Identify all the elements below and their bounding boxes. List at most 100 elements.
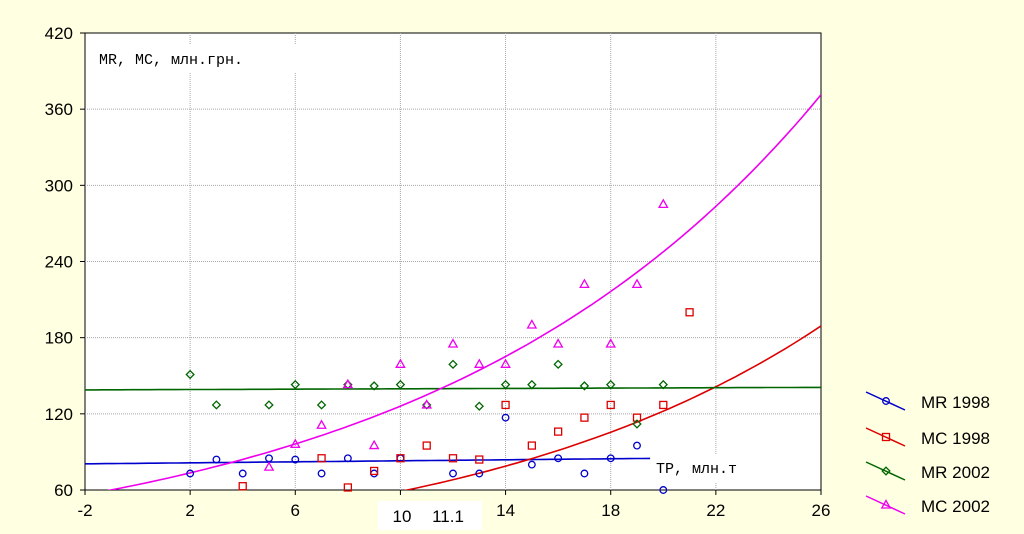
- data-point-square: [659, 400, 668, 410]
- data-point-circle: [317, 469, 326, 478]
- data-point-diamond: [658, 379, 669, 390]
- data-point-diamond: [369, 381, 379, 391]
- data-point-triangle: [605, 338, 617, 348]
- data-point-square: [527, 441, 537, 450]
- x-tick-label: 18: [601, 501, 620, 520]
- data-point-circle: [580, 469, 589, 478]
- x-title-box: [652, 454, 820, 482]
- data-point-diamond: [579, 381, 590, 391]
- x-mark-11-1: 11.1: [432, 507, 464, 526]
- x-tick-label: 26: [812, 501, 831, 520]
- data-point-circle: [238, 469, 247, 478]
- data-point-triangle: [316, 419, 327, 429]
- legend-swatch-marker: [881, 466, 891, 476]
- data-points: [185, 198, 694, 494]
- data-point-circle: [449, 469, 457, 478]
- data-point-square: [422, 441, 431, 450]
- y-axis-title: MR, MC, млн.грн.: [99, 52, 243, 69]
- legend-label: MC 1998: [921, 429, 990, 448]
- data-point-circle: [501, 413, 510, 422]
- data-point-triangle: [631, 278, 643, 289]
- data-point-square: [606, 400, 615, 410]
- y-tick-label: 300: [45, 176, 73, 195]
- data-point-diamond: [474, 401, 485, 411]
- data-point-circle: [343, 454, 352, 463]
- data-point-circle: [606, 454, 615, 463]
- legend-label: MR 1998: [921, 393, 990, 412]
- data-point-circle: [527, 460, 536, 469]
- data-point-square: [632, 413, 642, 422]
- data-point-square: [448, 454, 458, 463]
- data-point-diamond: [527, 379, 537, 390]
- x-tick-label: 22: [706, 501, 725, 520]
- data-point-square: [396, 454, 405, 463]
- x-tick-label: 2: [185, 501, 194, 520]
- data-point-square: [580, 413, 589, 422]
- x-tick-label: 6: [291, 501, 300, 520]
- data-point-circle: [633, 441, 641, 450]
- data-point-circle: [291, 455, 300, 464]
- grid: [85, 33, 821, 490]
- data-point-circle: [212, 455, 221, 464]
- data-point-circle: [475, 469, 484, 478]
- data-point-diamond: [448, 359, 458, 370]
- legend-swatch-line: [865, 495, 906, 515]
- data-point-square: [317, 454, 326, 463]
- legend-label: MC 2002: [921, 497, 990, 516]
- fit-line: [403, 325, 821, 490]
- data-point-square: [343, 483, 353, 492]
- data-point-triangle: [263, 461, 275, 471]
- data-point-square: [501, 400, 510, 410]
- data-point-diamond: [316, 400, 327, 410]
- data-point-triangle: [289, 438, 301, 448]
- data-point-square: [685, 308, 694, 317]
- fit-line: [85, 457, 651, 465]
- legend-swatch-marker: [882, 397, 890, 405]
- y-tick-label: 420: [45, 24, 73, 43]
- data-point-triangle: [342, 378, 354, 389]
- fit-line: [106, 94, 821, 490]
- data-point-triangle: [447, 338, 459, 348]
- data-point-diamond: [500, 379, 511, 390]
- data-point-circle: [186, 469, 195, 478]
- x-tick-label: 14: [496, 501, 515, 520]
- data-point-triangle: [552, 338, 564, 348]
- data-point-diamond: [185, 369, 195, 380]
- y-tick-label: 240: [45, 253, 73, 272]
- x-axis-title: TP, млн.т: [656, 461, 737, 478]
- x-mark-10: 10: [393, 507, 412, 526]
- data-point-diamond: [211, 400, 222, 410]
- legend-swatch-marker: [880, 499, 892, 509]
- data-point-diamond: [395, 379, 406, 390]
- y-title-box: [92, 44, 370, 72]
- legend-swatch-line: [865, 461, 906, 481]
- data-point-square: [553, 427, 563, 436]
- y-tick-label: 360: [45, 100, 73, 119]
- fit-line: [85, 386, 821, 391]
- data-point-diamond: [264, 400, 274, 410]
- data-point-triangle: [368, 439, 380, 450]
- data-point-triangle: [657, 198, 669, 209]
- data-point-circle: [554, 454, 563, 463]
- data-point-diamond: [632, 419, 642, 429]
- legend: MR 1998 MC 1998 MR 2002 MC 2002: [865, 391, 990, 516]
- fit-lines: [85, 94, 821, 490]
- data-point-triangle: [473, 358, 485, 368]
- data-point-diamond: [605, 379, 616, 390]
- data-point-triangle: [579, 278, 590, 289]
- data-point-circle: [659, 486, 668, 494]
- data-point-triangle: [526, 319, 538, 329]
- data-point-square: [238, 482, 247, 491]
- y-tick-label: 120: [45, 405, 73, 424]
- legend-label: MR 2002: [921, 463, 990, 482]
- legend-swatch-marker: [881, 432, 891, 442]
- data-point-triangle: [421, 399, 433, 409]
- x-mark-box: [378, 501, 482, 530]
- data-point-triangle: [500, 358, 511, 368]
- legend-swatch-line: [865, 391, 906, 411]
- legend-swatch-line: [865, 427, 906, 447]
- data-point-triangle: [395, 358, 406, 368]
- data-point-diamond: [553, 359, 563, 370]
- data-point-square: [475, 455, 484, 464]
